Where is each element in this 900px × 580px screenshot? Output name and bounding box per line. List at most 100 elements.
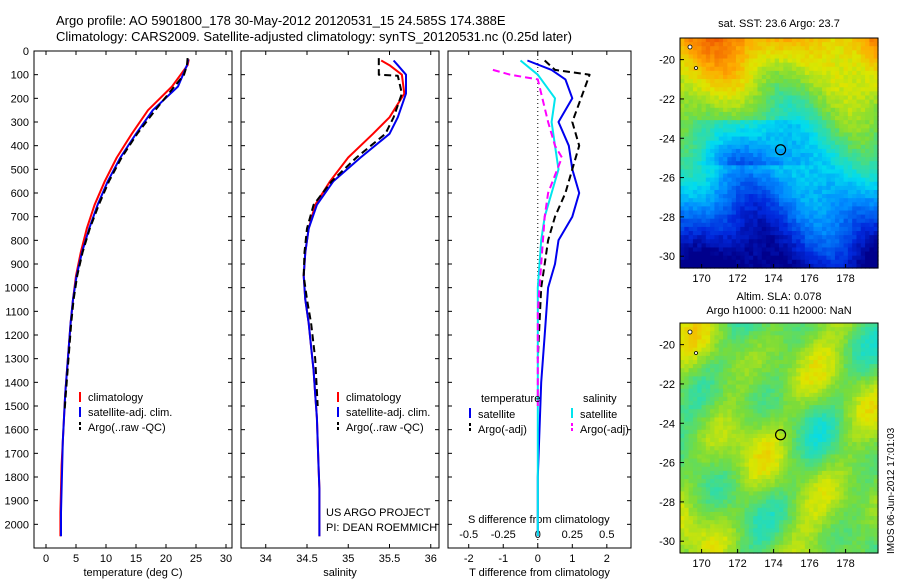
difference-series-1 xyxy=(536,59,591,359)
temperature-series-2 xyxy=(63,58,189,411)
difference-x2label: S difference from climatology xyxy=(468,514,610,526)
temperature-ytick-label: 500 xyxy=(11,164,29,176)
temperature-xtick-label: 10 xyxy=(100,553,112,565)
salinity-xlabel: salinity xyxy=(323,567,357,579)
temperature-ytick-label: 0 xyxy=(23,46,29,58)
sst-map-xtick-label: 170 xyxy=(692,273,710,285)
difference-legend-header-salinity: salinity xyxy=(583,393,617,405)
temperature-ytick-label: 100 xyxy=(11,70,29,82)
sla-map-island xyxy=(694,351,698,355)
plot-title-line2: Climatology: CARS2009. Satellite-adjuste… xyxy=(56,29,572,44)
temperature-ytick-label: 300 xyxy=(11,117,29,129)
sla-map-xtick-label: 174 xyxy=(764,558,782,570)
difference-xtick-label: -1 xyxy=(498,553,508,565)
sla-map-ytick-label: -20 xyxy=(659,340,675,352)
sst-map-ytick-label: -28 xyxy=(659,212,675,224)
difference-series-3 xyxy=(492,68,563,406)
sla-map-grid xyxy=(680,323,879,554)
temperature-frame xyxy=(33,50,233,549)
salinity-xtick-label: 35 xyxy=(342,553,354,565)
temperature-ytick-label: 2000 xyxy=(5,519,29,531)
salinity-legend-label: satellite-adj. clim. xyxy=(346,407,430,419)
sla-map-ytick-label: -26 xyxy=(659,458,675,470)
sla-map-xtick-label: 170 xyxy=(692,558,710,570)
sst-map-xtick-label: 176 xyxy=(800,273,818,285)
temperature-ytick-label: 1000 xyxy=(5,283,29,295)
salinity-frame xyxy=(240,50,440,549)
temperature-ytick-label: 1500 xyxy=(5,401,29,413)
temperature-xtick-label: 30 xyxy=(220,553,232,565)
credit-line1: US ARGO PROJECT xyxy=(326,507,431,519)
difference-legend-label: Argo(-adj) xyxy=(580,424,629,436)
sla-map-argo-marker xyxy=(774,429,787,441)
salinity-xtick-label: 36 xyxy=(425,553,437,565)
difference-xtick-label: 2 xyxy=(604,553,610,565)
temperature-ytick-label: 1400 xyxy=(5,377,29,389)
salinity-xtick-label: 34 xyxy=(260,553,272,565)
temperature-xtick-label: 25 xyxy=(190,553,202,565)
temperature-ytick-label: 700 xyxy=(11,212,29,224)
difference-x2tick-label: 0.25 xyxy=(562,529,583,541)
sst-map-ytick-label: -24 xyxy=(659,133,675,145)
sla-map-xtick-label: 178 xyxy=(836,558,854,570)
sst-map-argo-marker xyxy=(774,144,787,156)
sst-map-xtick-label: 172 xyxy=(728,273,746,285)
temperature-xtick-label: 5 xyxy=(73,553,79,565)
temperature-series-0 xyxy=(59,59,190,537)
sla-map-ytick-label: -28 xyxy=(659,497,675,509)
sla-map-xtick-label: 176 xyxy=(800,558,818,570)
temperature-ytick-label: 800 xyxy=(11,235,29,247)
temperature-ytick-label: 1700 xyxy=(5,448,29,460)
temperature-xtick-label: 0 xyxy=(43,553,49,565)
temperature-xtick-label: 20 xyxy=(160,553,172,565)
sla-map-frame xyxy=(679,322,879,554)
salinity-series-2 xyxy=(302,58,403,407)
difference-series-2 xyxy=(519,59,560,537)
sst-map-ytick-label: -22 xyxy=(659,94,675,106)
temperature-legend-label: satellite-adj. clim. xyxy=(88,407,172,419)
sst-map-panel: 170 172 174 176 178 -20 -22 -24 -26 -28 -30 sat. SS… xyxy=(659,18,879,285)
difference-legend-label: satellite xyxy=(580,409,617,421)
sla-map-title-line2: Argo h1000: 0.11 h2000: NaN xyxy=(706,305,851,317)
sst-map-island xyxy=(687,44,693,50)
difference-legend-label: Argo(-adj) xyxy=(478,424,527,436)
difference-xtick-label: 1 xyxy=(569,553,575,565)
temperature-ytick-label: 900 xyxy=(11,259,29,271)
temperature-legend-label: Argo(..raw -QC) xyxy=(88,422,166,434)
temperature-ytick-label: 1100 xyxy=(5,306,29,318)
sst-map-title: sat. SST: 23.6 Argo: 23.7 xyxy=(718,18,840,30)
difference-xtick-label: -2 xyxy=(464,553,474,565)
sla-map-title-line1: Altim. SLA: 0.078 xyxy=(737,291,822,303)
temperature-ytick-label: 200 xyxy=(11,93,29,105)
difference-legend-header-temperature: temperature xyxy=(481,393,540,405)
sla-map-ytick-label: -30 xyxy=(659,536,675,548)
temperature-ytick-label: 1800 xyxy=(5,472,29,484)
timestamp-stamp: IMOS 06-Jun-2012 17:01:03 xyxy=(886,427,897,554)
temperature-xtick-label: 15 xyxy=(130,553,142,565)
temperature-legend-label: climatology xyxy=(88,392,144,404)
credit-line2: PI: DEAN ROEMMICH xyxy=(326,522,437,534)
temperature-ytick-label: 400 xyxy=(11,141,29,153)
sst-map-frame xyxy=(679,37,879,269)
difference-xlabel: T difference from climatology xyxy=(469,567,610,579)
sst-map-ytick-label: -20 xyxy=(659,55,675,67)
difference-frame xyxy=(447,50,632,549)
difference-x2tick-label: -0.25 xyxy=(491,529,516,541)
sst-map-island xyxy=(694,66,698,70)
sla-map-island xyxy=(687,329,693,335)
temperature-ytick-label: 1900 xyxy=(5,496,29,508)
temperature-series-1 xyxy=(60,59,190,537)
sla-map-ytick-label: -22 xyxy=(659,379,675,391)
sla-map-panel: 170 172 174 176 178 -20 -22 -24 -26 -28 -30 Altim. … xyxy=(659,291,879,570)
salinity-series-1 xyxy=(302,59,407,537)
sla-map-xtick-label: 172 xyxy=(728,558,746,570)
salinity-xtick-label: 34.5 xyxy=(296,553,317,565)
salinity-legend-label: climatology xyxy=(346,392,402,404)
difference-x2tick-label: -0.5 xyxy=(459,529,478,541)
temperature-ytick-label: 1200 xyxy=(5,330,29,342)
difference-legend-label: satellite xyxy=(478,409,515,421)
temperature-ytick-label: 1600 xyxy=(5,425,29,437)
sst-map-ytick-label: -30 xyxy=(659,251,675,263)
sla-map-ytick-label: -24 xyxy=(659,418,675,430)
